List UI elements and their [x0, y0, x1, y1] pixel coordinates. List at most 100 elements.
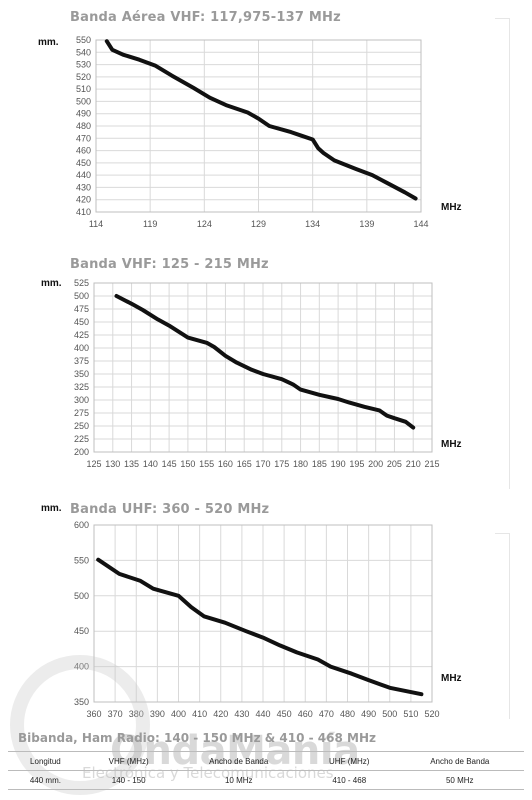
header-ancho-uhf: Ancho de Banda [395, 751, 524, 771]
x-tick-label: 119 [143, 219, 157, 229]
x-tick-label: 160 [218, 459, 233, 469]
x-tick-label: 129 [251, 219, 266, 229]
x-tick-label: 500 [382, 709, 397, 719]
y-tick-label: 480 [76, 121, 91, 131]
y-tick-label: 460 [76, 146, 91, 156]
y-axis-label: mm. [41, 503, 62, 514]
x-tick-label: 410 [192, 709, 207, 719]
y-tick-label: 530 [76, 60, 91, 70]
value-vhf: 140 - 150 [82, 770, 175, 790]
y-tick-label: 410 [76, 207, 91, 217]
y-tick-label: 600 [74, 520, 89, 530]
x-tick-label: 460 [298, 709, 313, 719]
y-tick-label: 550 [74, 555, 89, 565]
x-axis-label: MHz [441, 202, 462, 213]
x-tick-label: 130 [105, 459, 120, 469]
x-tick-label: 145 [162, 459, 177, 469]
plot-frame [95, 39, 422, 213]
y-tick-label: 375 [74, 356, 89, 366]
y-tick-label: 440 [76, 170, 91, 180]
x-axis-label: MHz [441, 673, 462, 684]
x-tick-label: 370 [108, 709, 123, 719]
y-tick-label: 400 [74, 343, 89, 353]
x-tick-label: 185 [312, 459, 327, 469]
x-tick-label: 400 [171, 709, 186, 719]
x-tick-label: 430 [234, 709, 249, 719]
x-tick-label: 190 [331, 459, 346, 469]
plot-frame [93, 524, 433, 703]
side-bracket-top [495, 18, 510, 489]
x-tick-label: 450 [277, 709, 292, 719]
y-tick-label: 520 [76, 72, 91, 82]
bibanda-value-row: 440 mm. 140 - 150 10 MHz 410 - 468 50 MH… [8, 770, 524, 790]
x-tick-label: 140 [143, 459, 158, 469]
x-tick-label: 165 [237, 459, 252, 469]
y-tick-label: 525 [74, 278, 89, 288]
y-tick-label: 225 [74, 434, 89, 444]
y-tick-label: 325 [74, 382, 89, 392]
header-longitud: Longitud [8, 751, 83, 771]
series-line [104, 39, 418, 201]
x-tick-label: 134 [305, 219, 320, 229]
x-tick-label: 125 [86, 459, 101, 469]
x-tick-label: 470 [319, 709, 334, 719]
header-vhf: VHF (MHz) [82, 751, 175, 771]
y-tick-label: 425 [74, 330, 89, 340]
side-bracket-bottom [495, 533, 510, 719]
value-uhf: 410 - 468 [302, 770, 396, 790]
value-ancho-vhf: 10 MHz [174, 770, 303, 790]
header-uhf: UHF (MHz) [302, 751, 396, 771]
x-tick-label: 144 [413, 219, 428, 229]
x-tick-label: 135 [124, 459, 139, 469]
x-axis-label: MHz [441, 439, 462, 450]
x-tick-label: 205 [387, 459, 402, 469]
header-ancho-vhf: Ancho de Banda [174, 751, 303, 771]
y-tick-label: 430 [76, 182, 91, 192]
chart-aerea-vhf: 410 420 430 440 450 460 470 480 490 500 510 520 530 5… [38, 35, 462, 229]
bibanda-header-row: Longitud VHF (MHz) Ancho de Banda UHF (M… [8, 751, 524, 771]
y-tick-label: 540 [76, 47, 91, 57]
x-tick-label: 520 [424, 709, 439, 719]
x-tick-label: 390 [150, 709, 165, 719]
value-ancho-uhf: 50 MHz [395, 770, 524, 790]
y-tick-label: 300 [74, 395, 89, 405]
x-tick-label: 200 [368, 459, 383, 469]
chart-2-title: Banda VHF: 125 - 215 MHz [70, 257, 269, 272]
y-tick-label: 490 [76, 109, 91, 119]
x-tick-label: 170 [255, 459, 270, 469]
chart-uhf: 350 400 450 500 550 600 360 370 380 390 400 410 420 4… [41, 503, 462, 719]
y-axis-label: mm. [38, 37, 59, 48]
y-tick-label: 450 [74, 626, 89, 636]
x-tick-label: 180 [293, 459, 308, 469]
x-tick-label: 360 [86, 709, 101, 719]
y-tick-label: 275 [74, 408, 89, 418]
y-tick-label: 510 [76, 84, 91, 94]
y-tick-label: 500 [74, 591, 89, 601]
y-tick-label: 200 [74, 447, 89, 457]
plot-frame [93, 282, 433, 453]
y-tick-label: 470 [76, 133, 91, 143]
x-tick-label: 380 [129, 709, 144, 719]
x-tick-label: 114 [89, 219, 103, 229]
x-tick-label: 440 [255, 709, 270, 719]
series-line [114, 294, 416, 430]
chart-vhf: 200 225 250 275 300 325 350 375 400 425 450 475 500 5… [41, 278, 462, 469]
x-tick-label: 150 [180, 459, 195, 469]
x-tick-label: 124 [197, 219, 212, 229]
value-longitud: 440 mm. [8, 770, 83, 790]
y-tick-label: 500 [74, 291, 89, 301]
x-tick-label: 490 [361, 709, 376, 719]
bibanda-table: Longitud VHF (MHz) Ancho de Banda UHF (M… [8, 751, 524, 790]
bibanda-title: Bibanda, Ham Radio: 140 - 150 MHz & 410 … [18, 731, 376, 745]
y-tick-label: 500 [76, 96, 91, 106]
x-tick-label: 195 [349, 459, 364, 469]
y-axis-label: mm. [41, 278, 62, 289]
series-line [96, 557, 424, 697]
y-tick-label: 450 [76, 158, 91, 168]
x-tick-label: 215 [424, 459, 439, 469]
y-tick-label: 420 [76, 195, 91, 205]
y-tick-label: 450 [74, 317, 89, 327]
chart-3-title: Banda UHF: 360 - 520 MHz [70, 502, 270, 517]
x-tick-label: 480 [340, 709, 355, 719]
y-tick-label: 350 [74, 697, 89, 707]
